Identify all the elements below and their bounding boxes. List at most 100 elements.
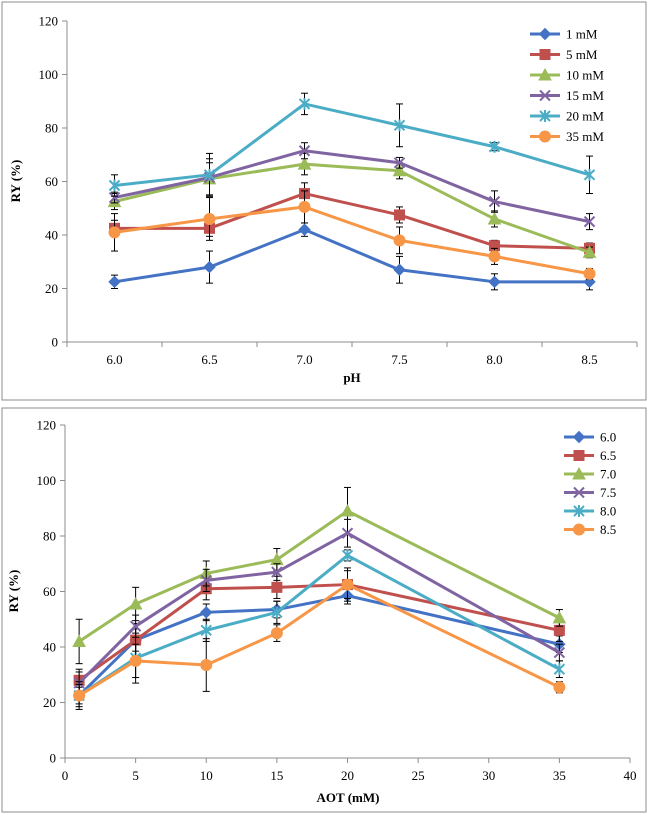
chart-2-series-5 (73, 567, 566, 708)
chart-1-area (1, 1, 647, 401)
chart-1-y-tick-label: 40 (45, 228, 58, 243)
chart-2-series-line (78, 583, 560, 682)
chart-2-x-tick-label: 0 (62, 768, 69, 783)
chart-1-data-point (108, 226, 121, 239)
chart-1-legend-item: 5 mM (530, 47, 598, 62)
chart-1-data-point (298, 97, 311, 110)
chart-1-legend-label: 15 mM (566, 88, 604, 103)
chart-1-legend-marker (539, 110, 551, 122)
chart-1-legend-item: 15 mM (530, 88, 604, 103)
chart-2-data-point (129, 620, 142, 632)
chart-2-series-line (78, 531, 561, 685)
chart-2-legend-label: 8.5 (600, 522, 616, 537)
chart-1-data-point (487, 211, 502, 225)
chart-1-data-point (298, 200, 311, 213)
chart-1-y-axis-title: RY (%) (8, 160, 23, 203)
chart-2-legend-item: 8.0 (564, 504, 616, 519)
chart-2-data-point (341, 549, 354, 562)
chart-2-data-point (553, 646, 566, 659)
chart-1-legend-marker (539, 49, 551, 60)
chart-2-data-point (341, 578, 354, 591)
chart-1-x-axis-title: pH (343, 370, 360, 385)
chart-2-legend-marker (573, 505, 585, 517)
chart-2-data-point (270, 627, 283, 640)
chart-1-x-tick-label: 6.5 (201, 352, 217, 367)
chart-1-x-tick-label: 8.0 (486, 352, 502, 367)
chart-1-legend-item: 10 mM (530, 68, 604, 83)
chart-2-data-point (552, 610, 567, 624)
chart-1-data-point (393, 234, 406, 247)
chart-1-data-point (583, 168, 596, 181)
chart-1-data-point (298, 223, 311, 236)
chart-2-data-point (128, 596, 143, 610)
chart-2-series-line (78, 594, 560, 697)
chart-2-y-tick-label: 0 (50, 751, 57, 766)
chart-1-legend-label: 1 mM (566, 27, 598, 42)
chart-2-data-point (72, 634, 86, 647)
chart-2-legend-label: 7.0 (600, 467, 616, 482)
chart-2-legend-label: 8.0 (600, 504, 616, 519)
chart-1-data-point (393, 263, 406, 276)
chart-2-series-3 (73, 518, 566, 695)
chart-1-legend-marker (539, 89, 551, 102)
chart-2-series-line (78, 583, 561, 697)
chart-1-legend-item: 1 mM (530, 27, 598, 42)
chart-1-data-point (392, 163, 407, 177)
chart-2-y-tick-label: 60 (43, 584, 56, 599)
chart-2-data-point (73, 689, 86, 702)
chart-2-x-tick-label: 5 (132, 768, 139, 783)
chart-2-data-point (271, 606, 283, 619)
chart-1-series-5 (108, 190, 596, 280)
chart-2-y-tick-label: 40 (43, 640, 56, 655)
chart-1-data-point (108, 275, 121, 289)
chart-1-legend-label: 5 mM (566, 47, 598, 62)
chart-1-data-point (583, 267, 596, 280)
chart-2-legend-marker (573, 486, 585, 499)
chart-1-y-tick-label: 100 (39, 67, 59, 82)
chart-1-series-line (114, 149, 590, 224)
chart-2-x-tick-label: 20 (341, 768, 354, 783)
chart-2-data-point (271, 566, 283, 578)
chart-1-data-point (298, 145, 311, 157)
chart-2-x-tick-label: 35 (553, 768, 566, 783)
chart-2-series-line (78, 509, 561, 643)
chart-1-data-point (488, 275, 501, 289)
chart-1-x-tick-label: 8.5 (581, 352, 597, 367)
chart-2-legend-item: 8.5 (564, 522, 616, 537)
chart-1-data-point (394, 209, 405, 221)
chart-1-data-point (108, 191, 121, 204)
chart-2-data-point (340, 503, 355, 517)
chart-2-data-point (553, 624, 565, 636)
chart-2-data-point (200, 574, 212, 587)
chart-1-data-point (393, 157, 406, 169)
chart-1-data-point (488, 140, 501, 153)
chart-2-data-point (271, 581, 283, 593)
chart-1-legend-item: 20 mM (530, 109, 604, 124)
chart-1-y-tick-label: 80 (45, 121, 58, 136)
chart-2-legend-item: 7.0 (564, 467, 616, 482)
chart-2-y-tick-label: 80 (43, 529, 56, 544)
chart-2-data-point (200, 606, 213, 619)
chart-1-series-line (114, 192, 590, 250)
chart-2-y-tick-label: 120 (37, 418, 57, 433)
chart-2-data-point (200, 659, 213, 672)
chart-2-x-tick-label: 25 (412, 768, 425, 783)
chart-1-series-2 (107, 152, 597, 259)
chart-1-data-point (203, 260, 216, 274)
chart-2-legend-marker (572, 430, 586, 444)
chart-1-y-tick-label: 120 (39, 14, 59, 29)
chart-2-data-point (553, 681, 566, 694)
chart-2-legend-item: 6.5 (564, 448, 616, 463)
chart-2-x-tick-label: 10 (200, 768, 213, 783)
chart-2-legend-item: 7.5 (564, 485, 616, 500)
chart-1-data-point (108, 179, 121, 192)
chart-1-y-tick-label: 60 (45, 174, 58, 189)
chart-1-legend-marker (538, 67, 552, 81)
chart-1-legend-marker (538, 27, 552, 41)
chart-1-data-point (582, 245, 597, 258)
chart-2-legend-marker (573, 523, 585, 536)
chart-2-legend-label: 6.5 (600, 448, 616, 463)
chart-1-series-line (114, 102, 590, 188)
